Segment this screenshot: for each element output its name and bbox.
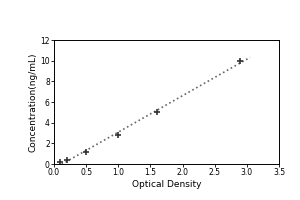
Y-axis label: Concentration(ng/mL): Concentration(ng/mL) [28, 52, 38, 152]
X-axis label: Optical Density: Optical Density [132, 180, 201, 189]
